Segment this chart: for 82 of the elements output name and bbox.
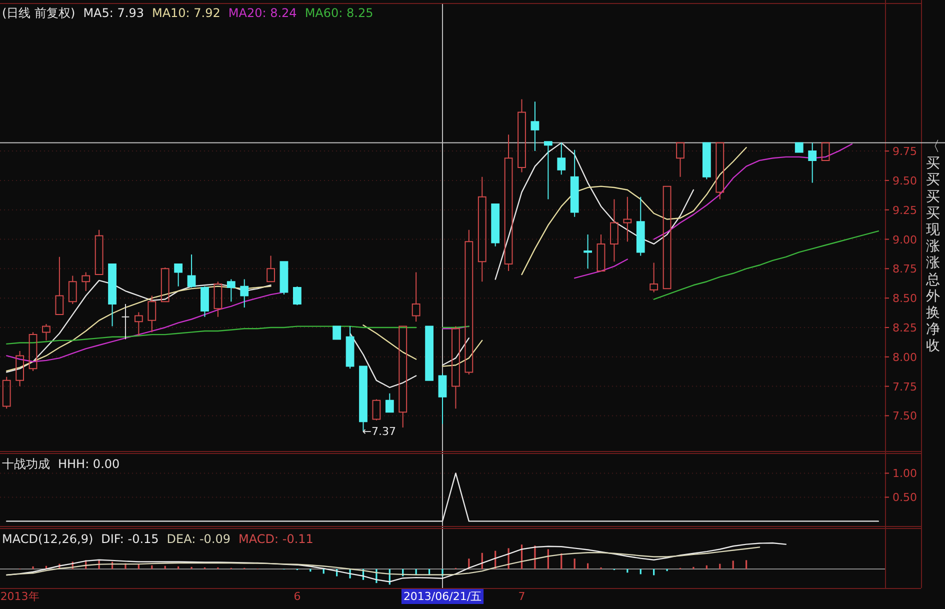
text: 〈买买买买现涨涨总外换净收 (926, 139, 940, 354)
x-tick-label: 2013/06/21/五 (403, 590, 482, 603)
chart-title: (日线 前复权) (2, 6, 76, 20)
candlestick (478, 176, 486, 282)
candlestick (148, 295, 156, 333)
candlestick (504, 134, 513, 272)
candlestick (398, 326, 408, 428)
y-tick-label: 9.50 (892, 174, 917, 188)
candlestick (266, 255, 275, 282)
candlestick (42, 323, 50, 341)
candlestick (530, 101, 540, 152)
candlestick (2, 376, 11, 410)
y-tick-label: 9.00 (892, 233, 917, 246)
x-tick-label: 6 (294, 590, 301, 603)
chart-title: 十战功成 (2, 457, 50, 471)
text: MA10: 7.92 (152, 6, 220, 20)
y-tick-label: 8.25 (892, 321, 917, 334)
y-tick-label: 7.75 (892, 380, 917, 394)
x-tick-label: 7 (518, 590, 526, 603)
candlestick (293, 286, 302, 306)
candlestick (16, 350, 24, 387)
candlestick (385, 392, 394, 413)
candlestick (570, 149, 579, 218)
candlestick (425, 326, 434, 381)
candlestick (452, 326, 460, 410)
candlestick (280, 261, 288, 296)
candlestick (557, 142, 566, 176)
candlestick (174, 263, 183, 287)
candlestick (464, 229, 474, 376)
candlestick (412, 272, 420, 322)
annotation: ←7.37 (362, 425, 396, 438)
series-label: DIF: -0.15 (101, 532, 159, 546)
candlestick (438, 372, 447, 424)
candlestick (794, 142, 804, 153)
text: MA20: 8.24 (228, 6, 297, 20)
candlestick (596, 234, 606, 272)
candlestick (55, 256, 64, 316)
candlestick (372, 398, 381, 421)
y-tick-label: 1.00 (892, 467, 917, 480)
candlestick (808, 142, 817, 184)
text: MA5: 7.93 (83, 6, 144, 20)
candlestick (187, 254, 196, 288)
y-tick-label: 8.00 (892, 350, 917, 364)
candlestick (650, 262, 658, 293)
candlestick (346, 326, 354, 370)
candlestick (821, 142, 830, 161)
chart-title: MACD(12,26,9) (2, 532, 94, 546)
candlestick (214, 281, 222, 318)
y-tick-label: 7.50 (892, 410, 917, 423)
y-tick-label: 0.50 (892, 491, 917, 504)
candlestick (702, 142, 711, 180)
candlestick (134, 312, 143, 336)
candlestick (544, 141, 552, 200)
candlestick (491, 203, 500, 247)
candlestick (332, 326, 342, 340)
y-tick-label: 9.75 (892, 145, 917, 158)
candlestick (94, 229, 104, 276)
candlestick (716, 142, 724, 200)
candlestick (28, 332, 38, 372)
candlestick (226, 278, 236, 302)
series-label: MACD: -0.11 (238, 532, 314, 546)
candlestick (200, 286, 209, 318)
candlestick (68, 275, 77, 304)
y-tick-label: 9.25 (892, 204, 917, 217)
series-label: DEA: -0.09 (166, 532, 231, 546)
candlestick (584, 234, 592, 270)
candlestick (662, 186, 672, 290)
candlestick (121, 303, 130, 340)
candlestick (82, 272, 90, 292)
candlestick (160, 266, 170, 302)
text: MA60: 8.25 (304, 6, 374, 20)
candlestick (610, 198, 618, 262)
text: HHH: 0.00 (58, 457, 120, 471)
x-tick-label: 2013年 (0, 590, 40, 603)
y-tick-label: 8.50 (892, 292, 917, 306)
y-tick-label: 8.75 (892, 262, 917, 276)
candlestick (108, 263, 116, 327)
candlestick (676, 142, 684, 178)
candlestick (518, 98, 526, 173)
candlestick (240, 278, 249, 308)
candlestick (636, 196, 645, 256)
candlestick (623, 196, 632, 242)
